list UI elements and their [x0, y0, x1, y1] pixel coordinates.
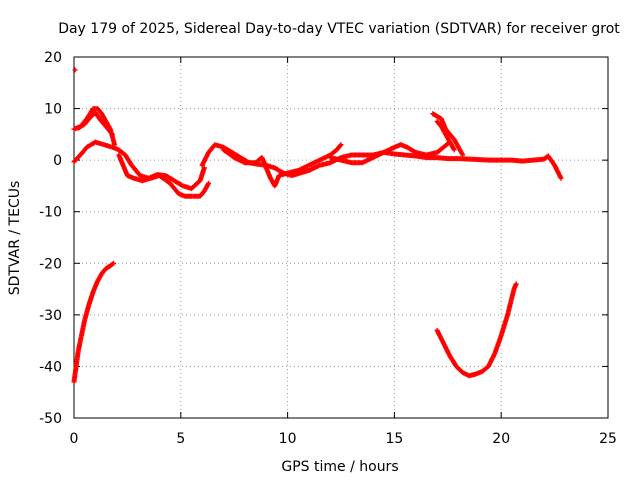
series-trace-j — [72, 67, 78, 73]
y-tick-label: -20 — [39, 256, 62, 272]
x-tick-label: 25 — [599, 431, 617, 447]
x-tick-label: 20 — [492, 431, 510, 447]
x-tick-label: 0 — [70, 431, 79, 447]
series-trace-d — [116, 152, 212, 199]
y-tick-label: -30 — [39, 308, 62, 324]
y-tick-label: 0 — [53, 153, 62, 169]
chart-title: Day 179 of 2025, Sidereal Day-to-day VTE… — [58, 21, 620, 37]
series-trace-b — [75, 110, 115, 137]
series-trace-k — [71, 260, 117, 385]
data-point — [513, 281, 519, 287]
data-point — [72, 67, 78, 73]
data-point — [451, 147, 457, 153]
series-trace-g — [327, 139, 453, 166]
y-tick-label: -50 — [39, 411, 62, 427]
grid-lines — [74, 57, 608, 418]
tick-labels: 0 5 10 15 20 25 -50 -40 -30 -20 -10 0 10 20 — [39, 50, 617, 447]
x-axis-label: GPS time / hours — [281, 459, 398, 475]
x-tick-label: 5 — [176, 431, 185, 447]
data-point — [201, 165, 207, 171]
axis-ticks — [73, 56, 609, 419]
data-point — [109, 131, 115, 137]
plot-area-border — [73, 56, 609, 419]
data-points — [71, 67, 564, 385]
x-tick-label: 15 — [385, 431, 403, 447]
series-trace-f — [221, 142, 344, 189]
data-point — [338, 142, 344, 148]
x-tick-label: 10 — [279, 431, 297, 447]
y-tick-label: 20 — [44, 50, 62, 66]
y-axis-label: SDTVAR / TECUs — [7, 181, 23, 296]
y-tick-label: 10 — [44, 102, 62, 118]
data-point — [111, 260, 117, 266]
series-trace-l — [434, 281, 519, 379]
data-point — [460, 152, 466, 158]
data-point — [206, 180, 212, 186]
series-trace-c — [71, 139, 207, 192]
data-point — [558, 175, 564, 181]
y-tick-label: -10 — [39, 205, 62, 221]
series-trace-i — [434, 118, 457, 153]
y-tick-label: -40 — [39, 359, 62, 375]
